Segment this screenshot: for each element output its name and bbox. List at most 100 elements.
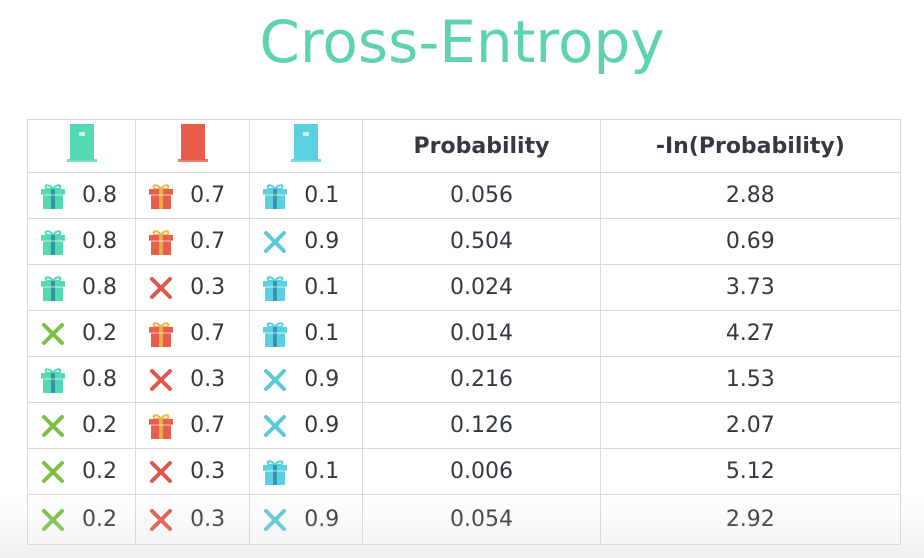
cross-icon bbox=[38, 505, 68, 535]
table-row: 0.2 0.3 0.9 0.054 2.92 bbox=[26, 494, 902, 545]
door-3-outcome-cell: 0.9 bbox=[249, 494, 364, 545]
probability-cell: 0.056 bbox=[362, 172, 601, 219]
gift-icon bbox=[260, 181, 290, 211]
gift-icon bbox=[260, 319, 290, 349]
neg-log-probability-cell: 4.27 bbox=[599, 310, 902, 357]
door-3-outcome-cell: 0.1 bbox=[249, 172, 364, 219]
cross-icon bbox=[146, 273, 176, 303]
cross-icon bbox=[260, 227, 290, 257]
gift-icon bbox=[260, 273, 290, 303]
neg-log-probability-cell: 2.07 bbox=[599, 402, 902, 449]
cross-icon bbox=[260, 411, 290, 441]
door-3-probability: 0.1 bbox=[304, 183, 340, 208]
door-3-probability: 0.9 bbox=[304, 413, 340, 438]
gift-icon bbox=[38, 365, 68, 395]
table-row: 0.8 0.7 0.9 0.504 0.69 bbox=[26, 218, 902, 265]
gift-icon bbox=[260, 457, 290, 487]
cross-icon bbox=[260, 365, 290, 395]
door-2-probability: 0.3 bbox=[190, 275, 226, 300]
gift-icon bbox=[38, 227, 68, 257]
door-1-probability: 0.8 bbox=[82, 367, 117, 392]
gift-icon bbox=[146, 319, 176, 349]
door-2-probability: 0.3 bbox=[190, 367, 226, 392]
door-2-probability: 0.7 bbox=[190, 413, 226, 438]
cross-icon bbox=[146, 457, 176, 487]
door-1-probability: 0.2 bbox=[82, 459, 117, 484]
cross-icon bbox=[38, 411, 68, 441]
table-row: 0.2 0.7 0.9 0.126 2.07 bbox=[26, 402, 902, 449]
door-1-probability: 0.2 bbox=[82, 413, 117, 438]
neg-log-probability-cell: 1.53 bbox=[599, 356, 902, 403]
gift-icon bbox=[146, 411, 176, 441]
door-2-outcome-cell: 0.3 bbox=[135, 264, 251, 311]
door-3-outcome-cell: 0.1 bbox=[249, 264, 364, 311]
door-1-outcome-cell: 0.2 bbox=[26, 494, 137, 545]
door-3-outcome-cell: 0.1 bbox=[249, 310, 364, 357]
probability-cell: 0.006 bbox=[362, 448, 601, 495]
door-1-outcome-cell: 0.8 bbox=[26, 356, 137, 403]
door-3-probability: 0.1 bbox=[304, 321, 340, 346]
door-1-outcome-cell: 0.2 bbox=[26, 448, 137, 495]
table-row: 0.8 0.7 0.1 0.056 2.88 bbox=[26, 172, 902, 219]
door-2-outcome-cell: 0.3 bbox=[135, 494, 251, 545]
door-3-probability: 0.1 bbox=[304, 275, 340, 300]
table-header-row: Probability -In(Probability) bbox=[26, 119, 902, 173]
cross-icon bbox=[146, 505, 176, 535]
neg-log-probability-cell: 5.12 bbox=[599, 448, 902, 495]
blue-door-icon bbox=[289, 122, 323, 170]
neg-log-probability-cell: 2.92 bbox=[599, 494, 902, 545]
door-3-probability: 0.9 bbox=[304, 229, 340, 254]
door-1-probability: 0.2 bbox=[82, 507, 117, 532]
probability-cell: 0.054 bbox=[362, 494, 601, 545]
header-door-3 bbox=[249, 119, 364, 173]
door-3-outcome-cell: 0.1 bbox=[249, 448, 364, 495]
gift-icon bbox=[38, 181, 68, 211]
door-2-outcome-cell: 0.7 bbox=[135, 218, 251, 265]
probability-cell: 0.216 bbox=[362, 356, 601, 403]
cross-entropy-table: Probability -In(Probability) 0.8 0.7 0.1 0.… bbox=[26, 119, 902, 545]
probability-cell: 0.504 bbox=[362, 218, 601, 265]
door-1-probability: 0.2 bbox=[82, 321, 117, 346]
door-2-outcome-cell: 0.7 bbox=[135, 402, 251, 449]
table-row: 0.8 0.3 0.1 0.024 3.73 bbox=[26, 264, 902, 311]
table-row: 0.2 0.3 0.1 0.006 5.12 bbox=[26, 448, 902, 495]
header-door-1 bbox=[26, 119, 137, 173]
door-2-outcome-cell: 0.7 bbox=[135, 310, 251, 357]
neg-log-probability-cell: 2.88 bbox=[599, 172, 902, 219]
header-door-2 bbox=[135, 119, 251, 173]
door-1-outcome-cell: 0.2 bbox=[26, 310, 137, 357]
gift-icon bbox=[146, 181, 176, 211]
door-3-outcome-cell: 0.9 bbox=[249, 356, 364, 403]
neg-log-probability-cell: 0.69 bbox=[599, 218, 902, 265]
cross-icon bbox=[260, 505, 290, 535]
door-2-outcome-cell: 0.3 bbox=[135, 356, 251, 403]
door-3-probability: 0.9 bbox=[304, 507, 340, 532]
table-row: 0.8 0.3 0.9 0.216 1.53 bbox=[26, 356, 902, 403]
gift-icon bbox=[146, 227, 176, 257]
door-2-probability: 0.7 bbox=[190, 321, 226, 346]
door-2-probability: 0.3 bbox=[190, 459, 226, 484]
door-2-probability: 0.3 bbox=[190, 507, 226, 532]
probability-cell: 0.014 bbox=[362, 310, 601, 357]
door-1-probability: 0.8 bbox=[82, 275, 117, 300]
door-3-probability: 0.1 bbox=[304, 459, 340, 484]
red-door-icon bbox=[176, 122, 212, 170]
door-3-outcome-cell: 0.9 bbox=[249, 218, 364, 265]
probability-cell: 0.024 bbox=[362, 264, 601, 311]
gift-icon bbox=[38, 273, 68, 303]
cross-icon bbox=[146, 365, 176, 395]
table-row: 0.2 0.7 0.1 0.014 4.27 bbox=[26, 310, 902, 357]
probability-cell: 0.126 bbox=[362, 402, 601, 449]
door-3-outcome-cell: 0.9 bbox=[249, 402, 364, 449]
door-1-probability: 0.8 bbox=[82, 183, 117, 208]
green-door-icon bbox=[65, 122, 99, 170]
page-title: Cross-Entropy bbox=[259, 8, 665, 76]
door-1-outcome-cell: 0.8 bbox=[26, 264, 137, 311]
door-1-outcome-cell: 0.8 bbox=[26, 172, 137, 219]
door-1-outcome-cell: 0.2 bbox=[26, 402, 137, 449]
neg-log-probability-cell: 3.73 bbox=[599, 264, 902, 311]
door-2-probability: 0.7 bbox=[190, 229, 226, 254]
door-1-outcome-cell: 0.8 bbox=[26, 218, 137, 265]
cross-icon bbox=[38, 319, 68, 349]
cross-icon bbox=[38, 457, 68, 487]
